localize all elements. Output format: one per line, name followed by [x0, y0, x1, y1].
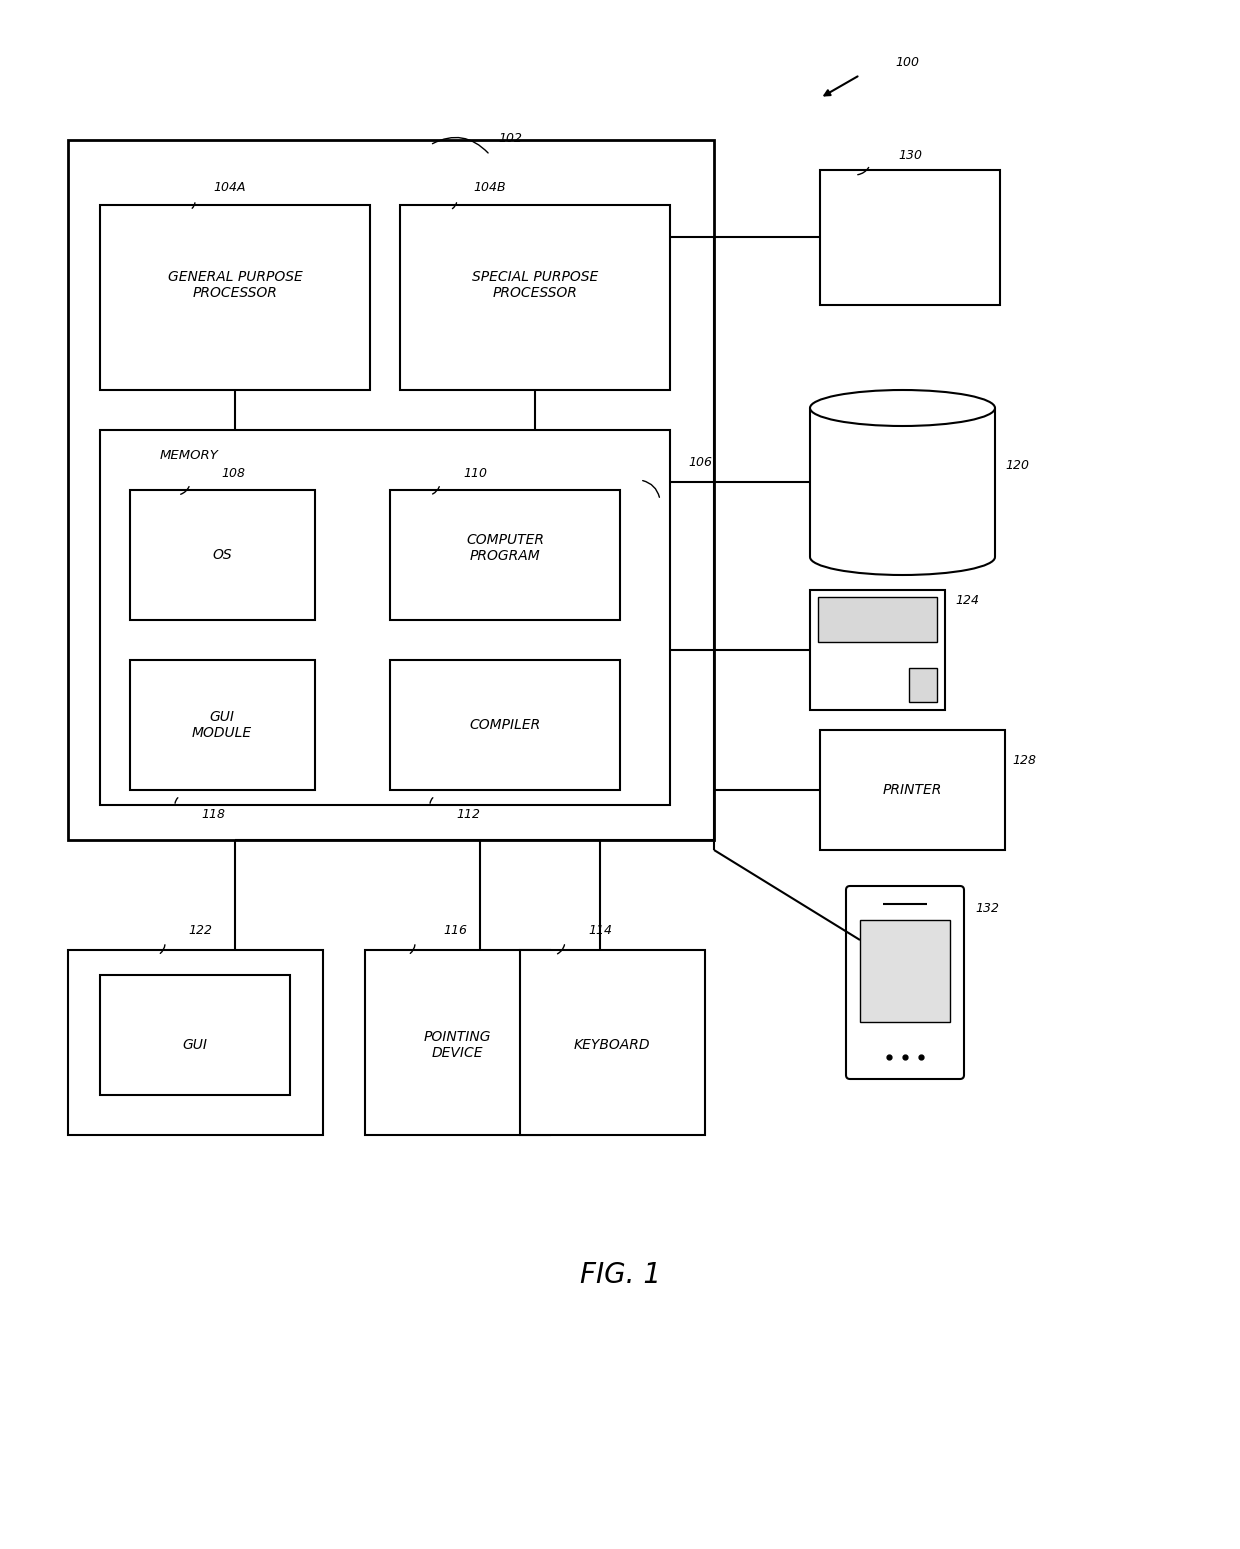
- Text: 102: 102: [498, 132, 522, 144]
- Text: PRINTER: PRINTER: [883, 782, 941, 798]
- Text: 106: 106: [688, 455, 712, 468]
- Text: 110: 110: [463, 466, 487, 480]
- Bar: [401, 204, 670, 390]
- Bar: [909, 668, 937, 702]
- Bar: [810, 407, 994, 558]
- Text: 120: 120: [1004, 459, 1029, 471]
- Text: COMPILER: COMPILER: [470, 719, 541, 733]
- Text: 128: 128: [1012, 753, 1035, 767]
- Bar: [810, 590, 945, 709]
- Text: FIG. 1: FIG. 1: [579, 1261, 661, 1289]
- Bar: [820, 170, 999, 305]
- Text: KEYBOARD: KEYBOARD: [574, 1038, 650, 1052]
- Ellipse shape: [810, 390, 994, 426]
- Bar: [365, 950, 551, 1135]
- Bar: [520, 950, 706, 1135]
- Text: SPECIAL PURPOSE
PROCESSOR: SPECIAL PURPOSE PROCESSOR: [472, 270, 598, 301]
- Text: 104B: 104B: [474, 181, 506, 194]
- Bar: [820, 730, 1004, 850]
- Text: GUI: GUI: [182, 1038, 207, 1052]
- Bar: [100, 431, 670, 805]
- Text: 130: 130: [898, 149, 923, 161]
- Text: 124: 124: [955, 593, 980, 607]
- Bar: [391, 660, 620, 790]
- Bar: [100, 974, 290, 1095]
- Bar: [100, 204, 370, 390]
- Bar: [130, 660, 315, 790]
- Text: 112: 112: [456, 807, 480, 821]
- Text: GENERAL PURPOSE
PROCESSOR: GENERAL PURPOSE PROCESSOR: [167, 270, 303, 301]
- Text: 100: 100: [895, 56, 919, 68]
- Text: MEMORY: MEMORY: [160, 449, 219, 462]
- Text: COMPUTER
PROGRAM: COMPUTER PROGRAM: [466, 533, 544, 564]
- Bar: [391, 489, 620, 620]
- Text: 132: 132: [975, 902, 999, 914]
- Text: 108: 108: [221, 466, 246, 480]
- Bar: [818, 596, 937, 641]
- Text: GUI
MODULE: GUI MODULE: [192, 709, 252, 740]
- Text: 118: 118: [201, 807, 224, 821]
- Text: 114: 114: [588, 923, 613, 937]
- Bar: [130, 489, 315, 620]
- Text: POINTING
DEVICE: POINTING DEVICE: [423, 1030, 491, 1060]
- FancyBboxPatch shape: [846, 886, 963, 1080]
- Text: 104A: 104A: [213, 181, 247, 194]
- Text: OS: OS: [212, 548, 232, 562]
- Bar: [68, 950, 322, 1135]
- Text: 122: 122: [188, 923, 212, 937]
- Text: 116: 116: [443, 923, 467, 937]
- Bar: [68, 139, 714, 840]
- Bar: [861, 920, 950, 1022]
